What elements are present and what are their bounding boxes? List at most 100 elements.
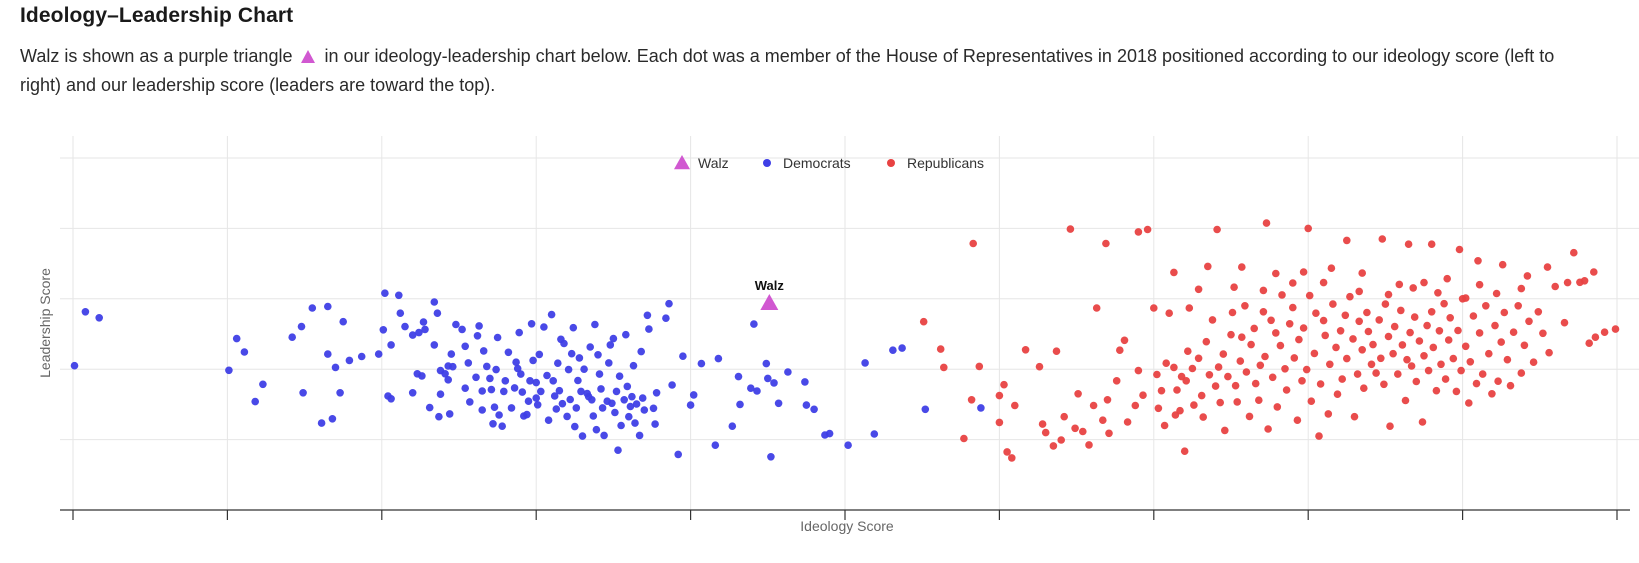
republicans-point: [1293, 416, 1302, 425]
republicans-point: [1057, 436, 1065, 444]
republicans-point: [1211, 382, 1220, 390]
democrats-point: [637, 347, 645, 356]
democrats-point: [563, 412, 571, 421]
republicans-point: [1338, 375, 1346, 383]
democrats-point: [464, 359, 473, 367]
republicans-point: [1272, 269, 1280, 278]
republicans-point: [1267, 316, 1275, 325]
republicans-point: [1202, 337, 1211, 346]
republicans-point: [1332, 343, 1340, 352]
republicans-point: [1364, 327, 1373, 336]
democrats-point: [487, 385, 496, 394]
democrats-point: [396, 309, 405, 317]
democrats-point: [357, 352, 366, 361]
republicans-point: [1173, 386, 1181, 394]
x-axis-label: Ideology Score: [800, 518, 894, 534]
democrats-point: [445, 410, 454, 418]
democrats-point: [578, 432, 587, 440]
republicans-point: [1358, 269, 1366, 277]
democrats-point: [489, 420, 497, 428]
republicans-point: [1461, 294, 1470, 302]
republicans-point: [1420, 352, 1428, 360]
democrats-point: [686, 401, 695, 409]
legend-item-democrats[interactable]: Democrats: [763, 155, 851, 171]
republicans-point: [1312, 309, 1320, 317]
republicans-point: [1449, 354, 1458, 363]
republicans-point: [1276, 341, 1285, 350]
democrats-point: [762, 359, 771, 368]
republicans-point: [1326, 360, 1334, 369]
democrats-point: [588, 396, 596, 404]
x-axis: [60, 509, 1630, 520]
legend-item-walz[interactable]: Walz: [674, 155, 729, 171]
democrats-point: [592, 425, 601, 434]
democrats-point: [308, 304, 317, 312]
republicans-point: [1488, 390, 1496, 398]
republicans-point: [1099, 416, 1107, 425]
democrats-point: [500, 387, 508, 396]
republicans-point: [1390, 322, 1399, 331]
republicans-point: [1170, 268, 1178, 277]
republicans-point: [1250, 324, 1258, 333]
democrats-point: [532, 378, 540, 387]
democrats-point: [600, 431, 608, 440]
democrats-point: [95, 314, 103, 322]
democrats-point: [297, 322, 306, 331]
democrats-point: [81, 308, 90, 316]
democrats-point: [374, 350, 383, 358]
democrats-point: [225, 366, 233, 375]
democrats-point: [430, 341, 439, 349]
republicans-point: [1241, 302, 1249, 310]
republicans-point: [1455, 245, 1464, 254]
republicans-point: [1409, 284, 1417, 292]
republicans-point: [1264, 425, 1272, 433]
democrats-point: [552, 405, 561, 413]
democrats-point: [612, 387, 621, 396]
republicans-point: [1377, 354, 1385, 363]
democrats-point: [770, 379, 778, 387]
republicans-point: [1319, 316, 1328, 325]
republicans-point: [1560, 318, 1569, 327]
republicans-point: [1214, 363, 1223, 371]
legend-democrats-dot-icon: [763, 159, 771, 167]
democrats-point: [529, 356, 537, 365]
republicans-point: [1420, 278, 1428, 287]
republicans-point: [1372, 369, 1380, 377]
purple-triangle-icon: [301, 50, 316, 63]
republicans-point: [1384, 290, 1393, 299]
democrats-point: [609, 334, 618, 343]
republicans-point: [1457, 366, 1465, 375]
democrats-point: [549, 377, 557, 385]
democrats-point: [288, 333, 297, 341]
democrats-point: [575, 354, 584, 362]
democrats-point: [532, 394, 540, 402]
democrats-point: [591, 320, 599, 329]
republicans-point: [1131, 401, 1140, 410]
democrats-point: [381, 289, 389, 297]
democrats-point: [517, 370, 525, 378]
republicans-point: [1224, 372, 1232, 381]
democrats-point: [444, 376, 453, 384]
republicans-point: [940, 363, 948, 372]
democrats-point: [608, 399, 616, 408]
republicans-point: [1465, 399, 1473, 407]
data-points: [70, 219, 1620, 462]
republicans-point: [1375, 316, 1383, 324]
democrats-point: [535, 350, 544, 359]
democrats-point: [625, 412, 633, 421]
republicans-point: [1446, 314, 1454, 322]
democrats-point: [571, 422, 579, 431]
republicans-point: [1611, 325, 1620, 333]
republicans-point: [1369, 340, 1377, 349]
democrats-point: [597, 385, 605, 393]
republicans-point: [975, 362, 984, 371]
republicans-point: [1454, 326, 1462, 335]
democrats-point: [728, 422, 737, 431]
legend-item-republicans[interactable]: Republicans: [887, 155, 984, 171]
republicans-point: [1343, 236, 1351, 245]
democrats-point: [478, 406, 487, 414]
democrats-point: [526, 377, 534, 385]
republicans-point: [1268, 373, 1277, 382]
democrats-point: [513, 364, 522, 373]
chart-svg: Ideology Score Leadership Score Walz Dem…: [37, 136, 1639, 534]
